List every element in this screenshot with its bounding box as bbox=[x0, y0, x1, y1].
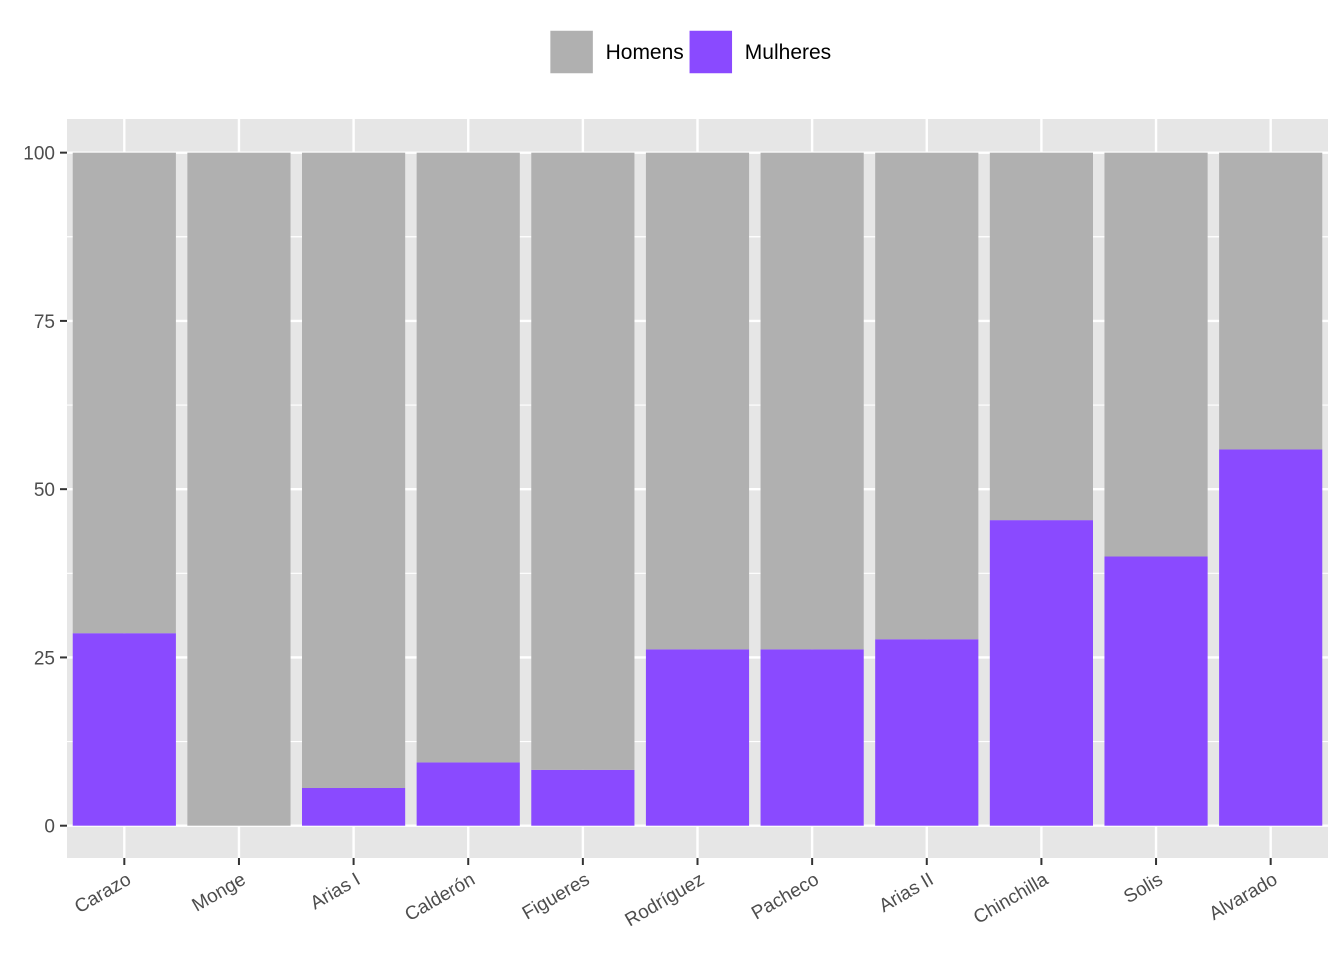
bar-mulheres-arias-ii bbox=[875, 639, 979, 826]
legend: Homens Mulheres bbox=[548, 29, 831, 75]
legend-label-mulheres: Mulheres bbox=[745, 41, 831, 64]
bar-homens-carazo bbox=[72, 152, 176, 634]
bar-homens-arias-i bbox=[302, 152, 406, 789]
bar-homens-pacheco bbox=[760, 152, 864, 650]
bar-mulheres-rodriguez bbox=[645, 649, 750, 826]
bar-mulheres-pacheco bbox=[760, 649, 864, 826]
y-tick-label: 100 bbox=[23, 144, 55, 165]
bar-homens-solis bbox=[1104, 152, 1208, 557]
y-axis: 0 25 50 75 100 bbox=[23, 144, 67, 838]
x-tick-label-carazo: Carazo bbox=[71, 869, 135, 918]
x-tick-label-rodriguez: Rodríguez bbox=[622, 869, 708, 931]
bar-mulheres-arias-i bbox=[302, 788, 406, 826]
x-tick-label-calderon: Calderón bbox=[401, 869, 478, 926]
x-tick-label-arias-i: Arias I bbox=[307, 869, 364, 914]
bar-homens-rodriguez bbox=[645, 152, 750, 650]
bars bbox=[72, 152, 1323, 826]
bar-mulheres-solis bbox=[1104, 556, 1208, 826]
y-tick-label: 0 bbox=[44, 817, 55, 838]
bar-homens-calderon bbox=[416, 152, 520, 763]
bar-homens-arias-ii bbox=[875, 152, 979, 640]
bar-homens-monge bbox=[187, 152, 291, 826]
bar-homens-alvarado bbox=[1219, 152, 1323, 450]
bar-mulheres-chinchilla bbox=[989, 520, 1093, 826]
x-tick-label-alvarado: Alvarado bbox=[1206, 869, 1281, 925]
x-tick-label-arias-ii: Arias II bbox=[876, 869, 938, 917]
x-tick-label-pacheco: Pacheco bbox=[748, 869, 823, 924]
legend-key-homens bbox=[548, 29, 595, 75]
x-tick-label-figueres: Figueres bbox=[519, 869, 594, 924]
bar-mulheres-alvarado bbox=[1219, 449, 1323, 826]
y-tick-label: 75 bbox=[34, 312, 55, 333]
legend-label-homens: Homens bbox=[606, 41, 684, 64]
x-tick-label-solis: Solis bbox=[1120, 869, 1166, 908]
bar-mulheres-calderon bbox=[416, 762, 520, 826]
bar-homens-figueres bbox=[531, 152, 635, 770]
y-tick-label: 50 bbox=[34, 480, 55, 501]
y-tick-label: 25 bbox=[34, 648, 55, 669]
x-tick-label-chinchilla: Chinchilla bbox=[970, 869, 1052, 929]
legend-key-mulheres bbox=[688, 29, 734, 75]
bar-mulheres-figueres bbox=[531, 769, 635, 826]
bar-homens-chinchilla bbox=[989, 152, 1093, 521]
bar-mulheres-carazo bbox=[72, 633, 176, 826]
x-axis: Carazo Monge Arias I Calderón Figueres Rodríg… bbox=[71, 858, 1281, 931]
x-tick-label-monge: Monge bbox=[189, 869, 250, 916]
